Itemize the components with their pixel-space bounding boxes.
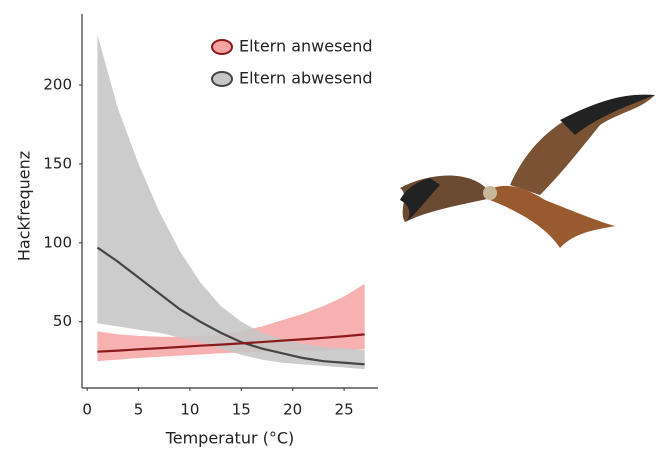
x-tick-label: 10 <box>180 401 199 419</box>
y-tick-label: 100 <box>43 233 72 251</box>
bird-illustration <box>400 95 655 248</box>
bird-head <box>483 186 497 200</box>
plot-area: 50 100 150 200 0 5 10 15 20 25 Temperatur (°C) Hack… <box>15 14 379 448</box>
chart: 50 100 150 200 0 5 10 15 20 25 Temperatur (°C) Hack… <box>0 0 663 449</box>
x-axis-label: Temperatur (°C) <box>165 429 295 448</box>
legend-label: Eltern abwesend <box>239 69 373 88</box>
legend-label: Eltern anwesend <box>239 37 373 56</box>
x-tick-label: 0 <box>82 401 92 419</box>
x-tick-label: 25 <box>335 401 354 419</box>
bird-body <box>485 186 615 248</box>
y-axis-label: Hackfrequenz <box>15 151 34 261</box>
x-tick-label: 15 <box>232 401 251 419</box>
y-tick-label: 200 <box>43 76 72 94</box>
x-tick-label: 5 <box>134 401 144 419</box>
x-tick-label: 20 <box>283 401 302 419</box>
y-tick-label: 50 <box>53 312 72 330</box>
y-tick-label: 150 <box>43 154 72 172</box>
legend-marker <box>212 72 232 86</box>
legend-marker <box>212 40 232 54</box>
